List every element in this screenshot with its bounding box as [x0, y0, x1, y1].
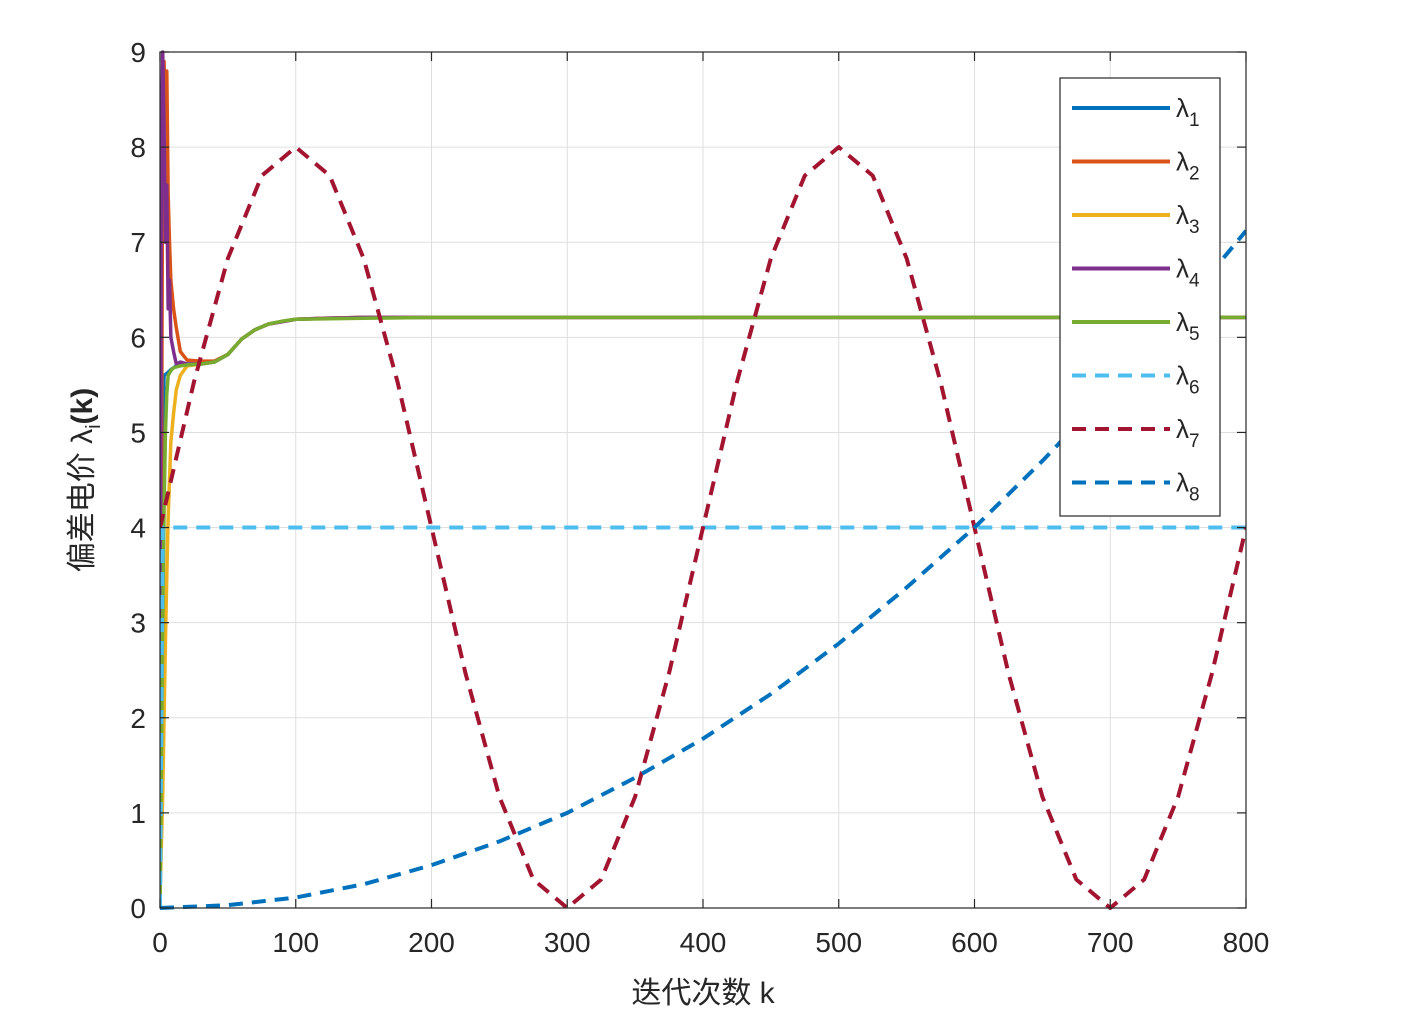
series-line-7: [160, 145, 1246, 910]
series-line-5: [160, 315, 1246, 909]
y-tick-label: 9: [130, 37, 146, 68]
x-tick-label: 100: [272, 927, 319, 958]
legend-label-6: λ6: [1176, 361, 1200, 399]
legend-label-2: λ2: [1176, 147, 1200, 185]
x-tick-label: 0: [152, 927, 168, 958]
y-tick-label: 4: [130, 513, 146, 544]
x-tick-label: 400: [680, 927, 727, 958]
series-group: [160, 50, 1246, 910]
y-tick-label: 6: [130, 322, 146, 353]
legend: λ1 λ2 λ3 λ4 λ5 λ6 λ7 λ8: [1059, 77, 1221, 517]
y-tick-label: 7: [130, 227, 146, 258]
y-tick-label: 1: [130, 798, 146, 829]
x-axis-title: 迭代次数 k: [631, 977, 775, 1010]
x-tick-label: 500: [815, 927, 862, 958]
ticks: 0 100 200 300 400 500 600 700 800 0 1 2 3 4 5 6 7 8 9: [130, 37, 1269, 958]
legend-label-7: λ7: [1176, 414, 1200, 452]
x-tick-label: 800: [1223, 927, 1270, 958]
x-tick-label: 200: [408, 927, 455, 958]
legend-label-4: λ4: [1176, 254, 1200, 292]
legend-label-1: λ1: [1176, 93, 1200, 131]
legend-label-8: λ8: [1176, 468, 1200, 506]
y-tick-label: 5: [130, 417, 146, 448]
y-tick-label: 8: [130, 132, 146, 163]
x-tick-label: 600: [951, 927, 998, 958]
legend-label-3: λ3: [1176, 200, 1200, 238]
y-tick-label: 2: [130, 703, 146, 734]
x-tick-label: 700: [1087, 927, 1134, 958]
legend-label-5: λ5: [1176, 307, 1200, 345]
x-tick-label: 300: [544, 927, 591, 958]
y-axis-title: 偏差电价 λi(k): [66, 388, 105, 572]
y-tick-label: 3: [130, 608, 146, 639]
y-tick-label: 0: [130, 893, 146, 924]
legend-box: [1059, 77, 1221, 517]
